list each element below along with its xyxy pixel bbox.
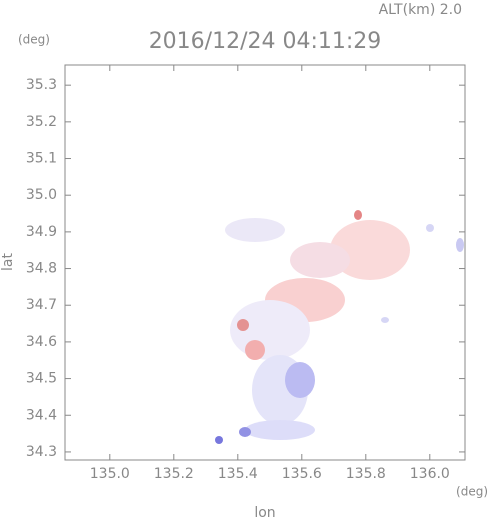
- echo: [290, 242, 350, 278]
- echo: [381, 317, 389, 323]
- echo-field: [215, 210, 464, 444]
- subtitle: ALT(km) 2.0: [379, 2, 462, 18]
- echo: [245, 340, 265, 360]
- y-tick-label: 34.5: [26, 371, 57, 387]
- y-tick-label: 35.0: [26, 187, 57, 203]
- x-tick-label: 135.4: [218, 466, 258, 482]
- y-tick-label: 34.8: [26, 261, 57, 277]
- echo: [330, 220, 410, 280]
- y-tick-label: 35.1: [26, 151, 57, 167]
- echo: [215, 436, 223, 444]
- y-tick-label: 34.6: [26, 334, 57, 350]
- x-label: lon: [254, 505, 275, 521]
- y-tick-label: 34.3: [26, 444, 57, 460]
- plot-frame: [64, 64, 466, 461]
- x-tick-label: 135.2: [154, 466, 194, 482]
- x-tick-label: 135.6: [282, 466, 322, 482]
- echo: [239, 427, 251, 437]
- echo: [456, 238, 464, 252]
- echo: [426, 224, 434, 232]
- y-label: lat: [0, 253, 16, 271]
- echo: [285, 362, 315, 398]
- y-tick-label: 34.4: [26, 407, 57, 423]
- y-tick-label: 34.9: [26, 224, 57, 240]
- x-unit: (deg): [456, 485, 488, 499]
- echo: [354, 210, 362, 220]
- chart-title: 2016/12/24 04:11:29: [149, 29, 382, 54]
- echo: [225, 218, 285, 242]
- x-tick-label: 135.0: [90, 466, 130, 482]
- y-tick-label: 34.7: [26, 297, 57, 313]
- echo: [245, 420, 315, 440]
- echo: [237, 319, 249, 331]
- y-tick-label: 35.3: [26, 77, 57, 93]
- x-tick-label: 136.0: [410, 466, 450, 482]
- x-tick-label: 135.8: [346, 466, 386, 482]
- y-unit: (deg): [18, 33, 50, 47]
- y-tick-label: 35.2: [26, 114, 57, 130]
